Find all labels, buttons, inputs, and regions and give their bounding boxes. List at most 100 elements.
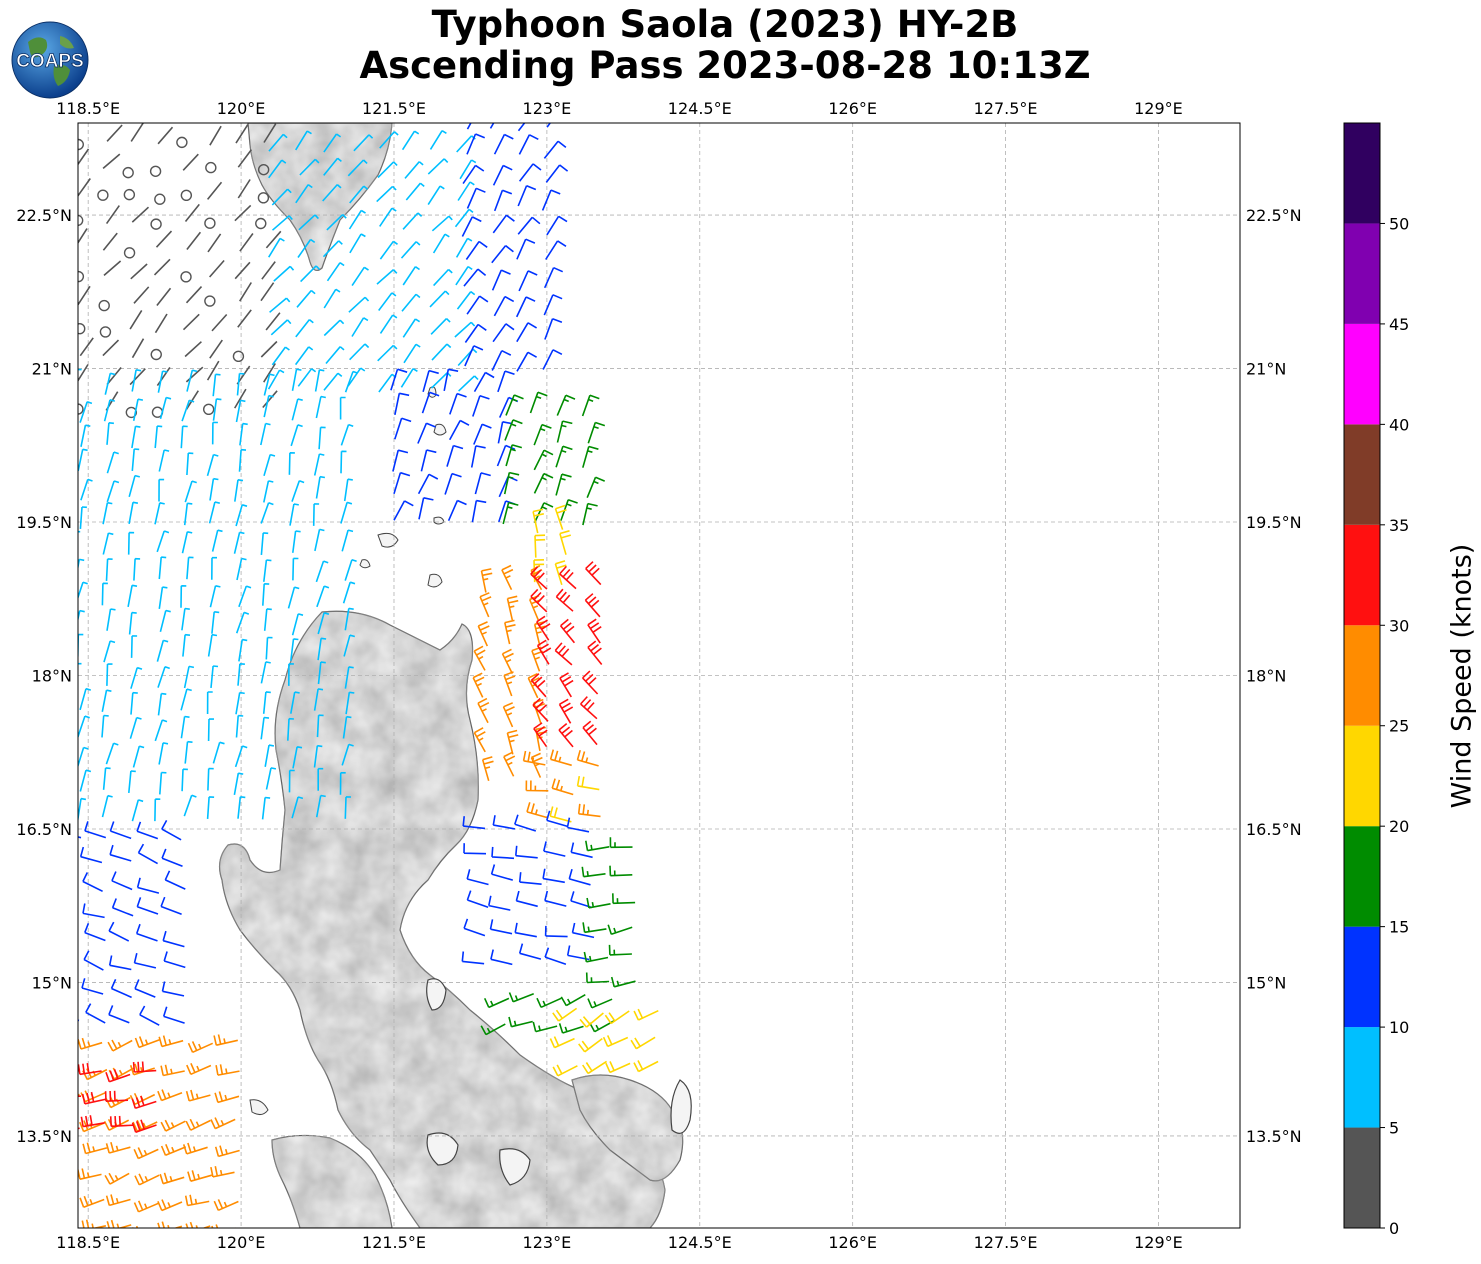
wind-barb [393, 500, 414, 521]
wind-barb [162, 930, 185, 948]
wind-barb [181, 768, 188, 792]
wind-barb [134, 1036, 160, 1049]
land-batanes-6 [359, 559, 371, 569]
wind-barb [291, 398, 303, 421]
wind-barb [344, 370, 358, 393]
wind-barb [401, 130, 420, 151]
wind-barb [515, 845, 538, 859]
wind-barb [130, 635, 138, 658]
wind-barb [558, 1023, 584, 1034]
wind-barb [209, 125, 222, 146]
wind-barb [260, 502, 274, 524]
wind-barb [400, 241, 421, 259]
wind-barb [260, 340, 278, 358]
wind-barb [531, 646, 544, 672]
wind-barb [541, 189, 561, 211]
colorbar-tick-label: 0 [1389, 1219, 1399, 1238]
wind-barb [466, 869, 489, 886]
wind-calm-marker [122, 166, 134, 179]
wind-barb [472, 672, 485, 698]
wind-barb [403, 343, 421, 364]
wind-barb [582, 502, 598, 526]
wind-barb [429, 130, 447, 150]
wind-barb [427, 158, 449, 175]
wind-barb [235, 399, 246, 423]
lat-tick-right: 13.5°N [1246, 1127, 1302, 1146]
wind-barb [157, 126, 174, 145]
wind-barb [417, 422, 436, 444]
wind-barb [502, 501, 519, 525]
colorbar-bin [1344, 323, 1380, 425]
wind-barb [527, 672, 540, 699]
wind-barb [612, 893, 636, 905]
wind-barb [586, 897, 611, 909]
wind-barb [522, 750, 546, 766]
wind-barb [377, 344, 398, 362]
wind-barb [393, 471, 411, 495]
lon-labels-top: 118.5°E 120°E 121.5°E 123°E 124.5°E 126°E 127.… [56, 99, 1183, 118]
wind-barb [530, 752, 543, 778]
wind-barb [101, 714, 109, 738]
wind-barb [53, 1177, 77, 1188]
wind-barb [78, 368, 82, 371]
lon-tick-top: 124.5°E [668, 99, 732, 118]
wind-barb [207, 633, 218, 657]
land-batanes-2 [427, 573, 443, 588]
wind-barb [559, 565, 577, 590]
wind-barb [78, 662, 82, 665]
wind-barb [299, 158, 320, 176]
wind-barb [132, 1119, 158, 1132]
wind-barb [585, 840, 610, 852]
lon-tick-bottom: 124.5°E [668, 1233, 732, 1252]
wind-barb [454, 208, 474, 228]
wind-barb [543, 266, 564, 289]
wind-barb [131, 448, 140, 471]
lat-tick-left: 19.5°N [16, 513, 72, 532]
wind-barb [136, 877, 160, 894]
lon-tick-top: 129°E [1134, 99, 1183, 118]
wind-barb [109, 821, 132, 840]
wind-barb [154, 313, 168, 334]
wind-barb [82, 903, 105, 919]
wind-barb [517, 184, 537, 207]
wind-barb [471, 499, 487, 523]
wind-barb [187, 1041, 214, 1054]
wind-barb [602, 1035, 629, 1048]
wind-barb [85, 1003, 106, 1024]
wind-barb [449, 392, 467, 415]
wind-barb [300, 265, 321, 283]
wind-barb [326, 214, 347, 231]
wind-barb [154, 425, 163, 449]
wind-barb [417, 473, 439, 495]
wind-barb [394, 392, 410, 416]
title-line-2: Ascending Pass 2023-08-28 10:13Z [359, 44, 1091, 87]
wind-barb [289, 503, 299, 526]
wind-barb [263, 373, 275, 396]
wind-barb [210, 1166, 235, 1178]
wind-barb [294, 346, 314, 366]
wind-barb [433, 268, 453, 287]
colorbar-tick-label: 15 [1389, 918, 1409, 937]
wind-barb [582, 670, 599, 695]
wind-barb [128, 770, 136, 793]
wind-barb [317, 612, 330, 635]
wind-barb [429, 290, 450, 308]
wind-barb [630, 1036, 656, 1050]
wind-barb [273, 265, 295, 282]
wind-barb [78, 715, 90, 738]
wind-barb [263, 608, 272, 631]
wind-barb [323, 133, 342, 153]
wind-barb [184, 203, 200, 223]
wind-barb [556, 394, 576, 416]
wind-barb [130, 691, 138, 715]
wind-barb [79, 846, 103, 864]
wind-barb [344, 796, 352, 819]
lat-tick-right: 21°N [1246, 360, 1286, 379]
land-catanduanes [426, 978, 447, 1011]
colorbar-bin [1344, 223, 1380, 324]
wind-barb [78, 1069, 80, 1072]
wind-barb [128, 501, 139, 525]
colorbar-tick-label: 20 [1389, 817, 1409, 836]
wind-barb [263, 480, 274, 503]
wind-barb [418, 497, 434, 520]
